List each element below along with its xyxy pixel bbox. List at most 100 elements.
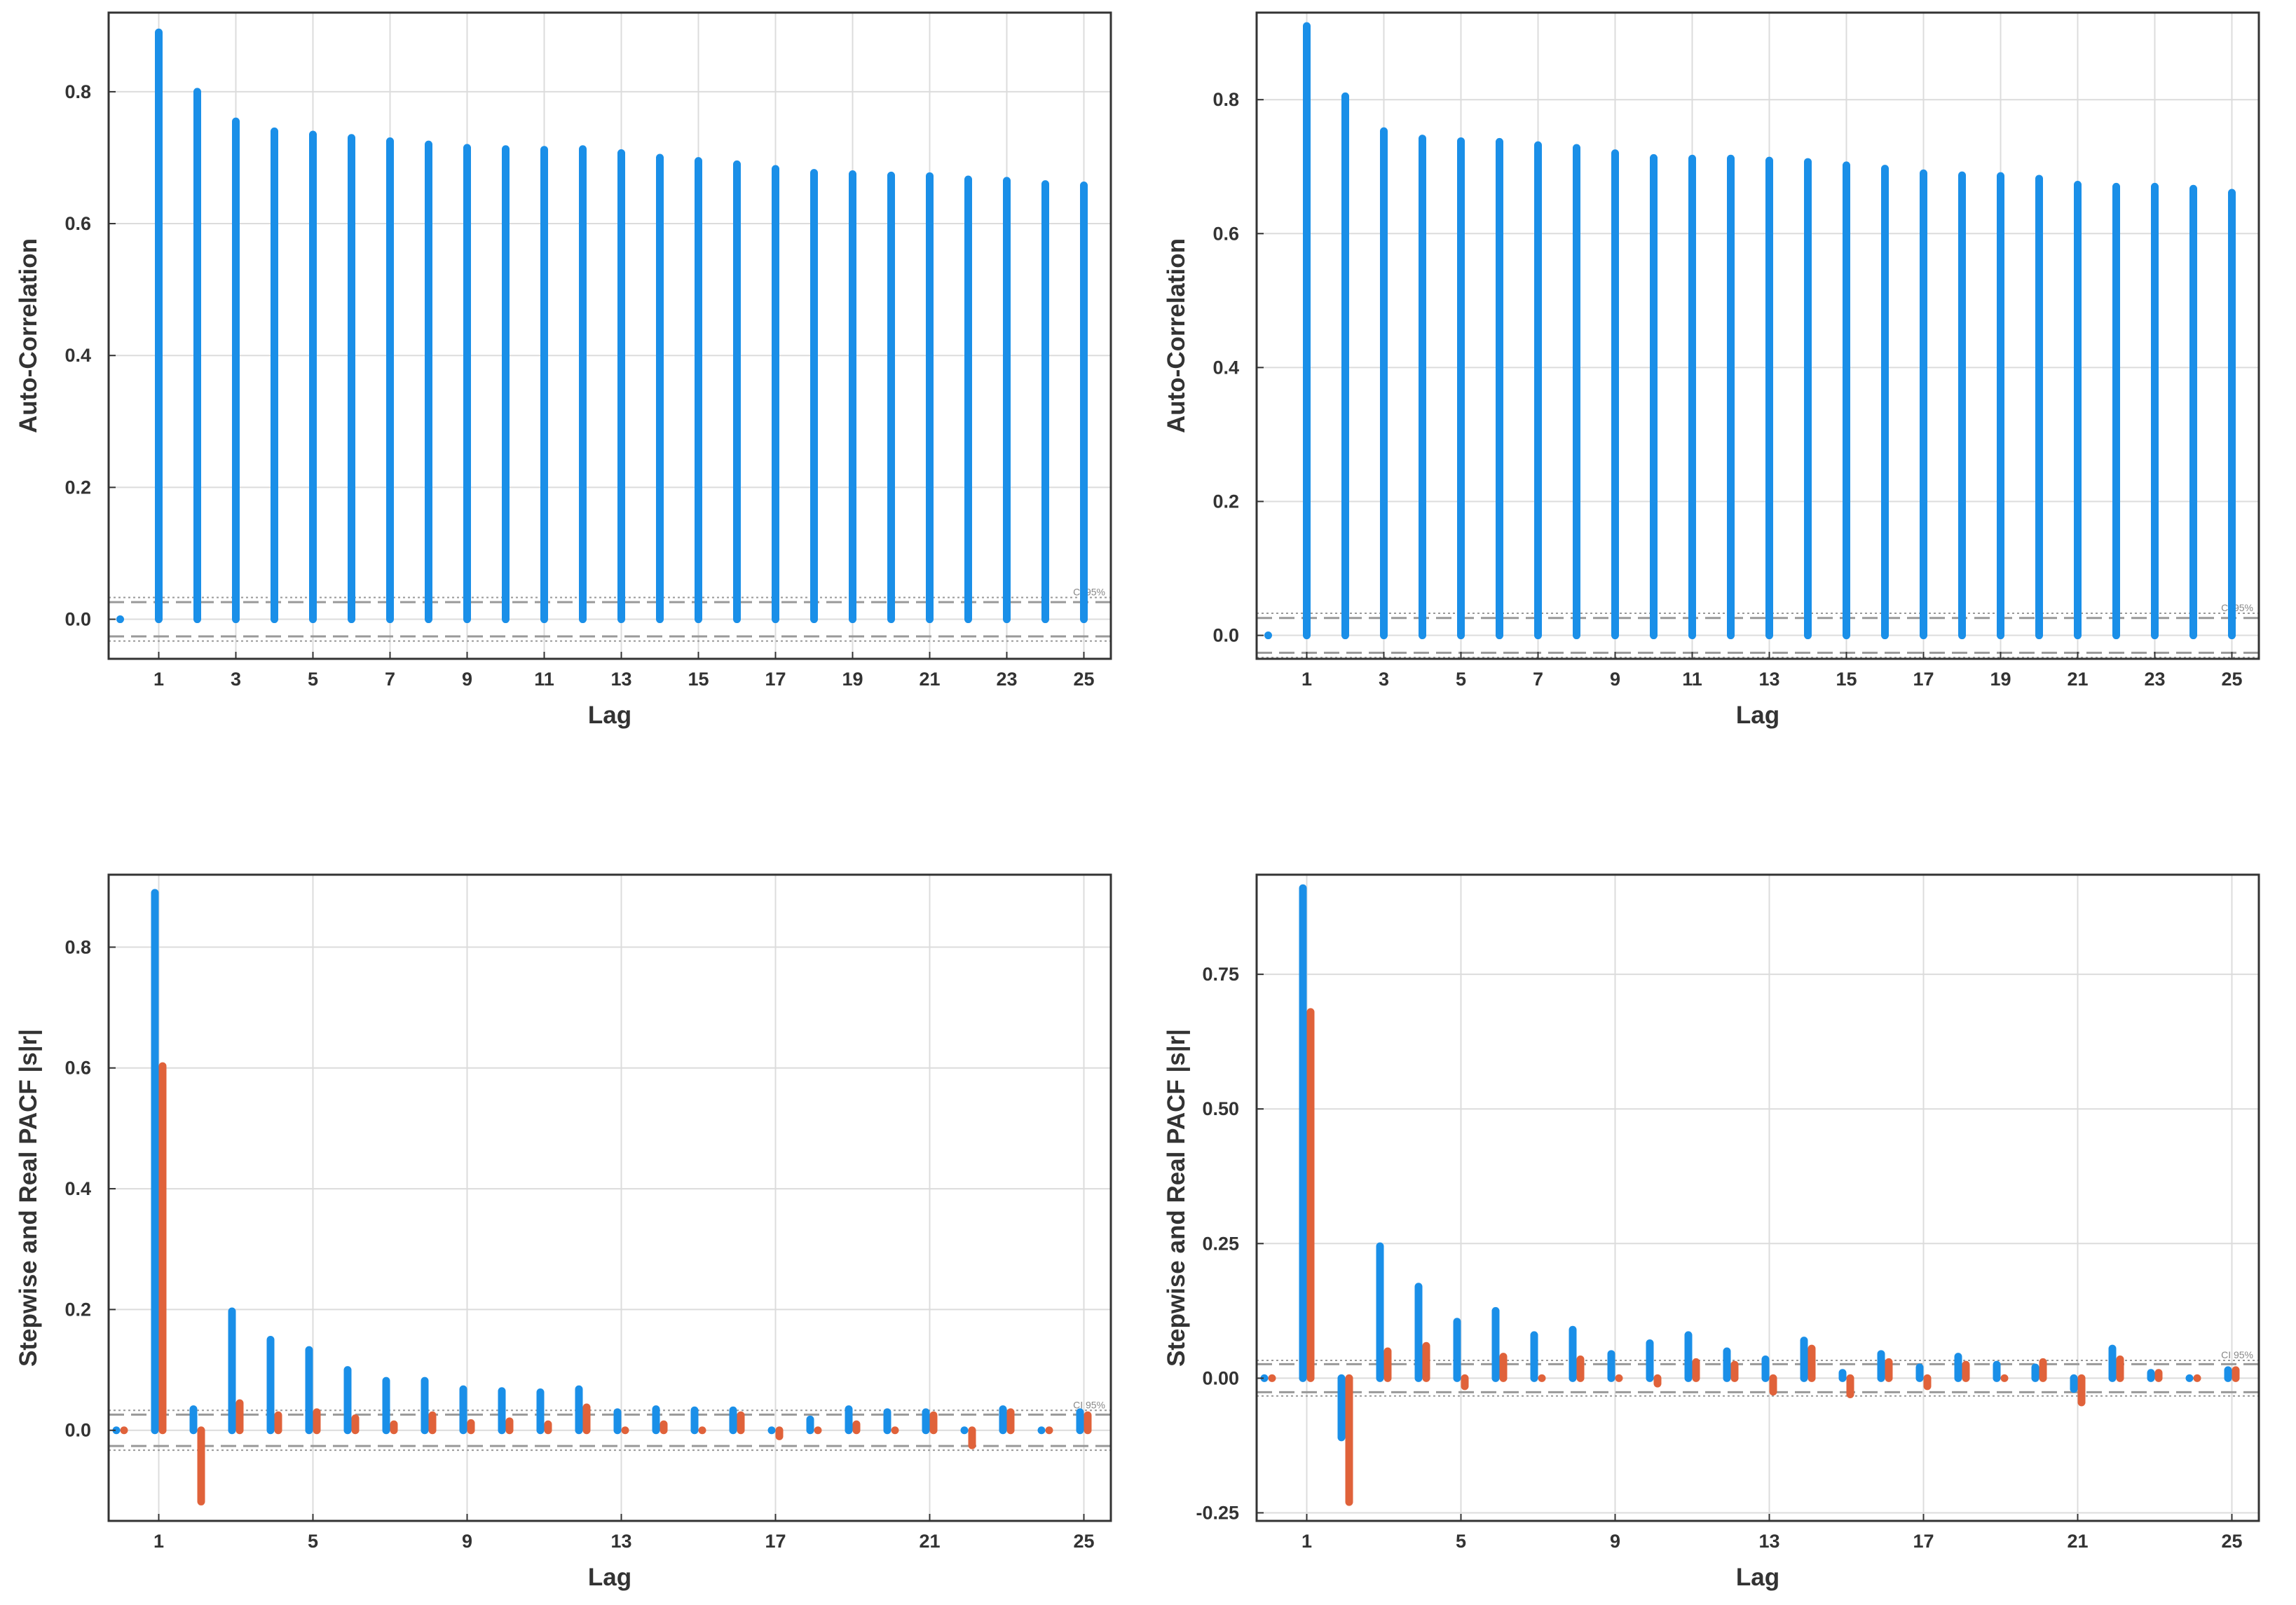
data-point bbox=[814, 1426, 822, 1435]
x-tick-label: 21 bbox=[2067, 669, 2088, 690]
data-point bbox=[1264, 631, 1272, 640]
chart-svg: CI 95%1 3 5 7 9 11 13 15 17 19 21 23 250.00.20.40.60… bbox=[15, 11, 1112, 729]
x-axis: 1 3 5 7 9 11 13 15 17 19 21 23 25 bbox=[1301, 652, 2243, 690]
chart-svg: CI 95%1 3 5 7 9 11 13 15 17 19 21 23 250.00.20.40.60… bbox=[1163, 11, 2260, 729]
x-tick-label: 5 bbox=[1456, 669, 1466, 690]
series-stepwise-pacf bbox=[1260, 884, 2232, 1442]
chart-panel-bottom-right: CI 95% 1 5 9 13 17 21 25 -0.25 0.00 0.25 0.50 0.75 La… bbox=[1148, 862, 2296, 1605]
y-tick-label: 0.4 bbox=[1212, 357, 1239, 378]
data-point bbox=[2193, 1374, 2201, 1382]
x-axis-title: Lag bbox=[588, 1564, 631, 1591]
y-axis: 0.0 0.2 0.4 0.6 0.8 bbox=[64, 936, 116, 1441]
x-tick-label: 17 bbox=[1913, 1531, 1934, 1552]
plot-frame bbox=[107, 11, 1112, 660]
chart-svg: CI 95% 1 5 9 13 17 21 25 -0.25 0.00 0.25 0.50 0.75 La… bbox=[1163, 873, 2260, 1591]
y-tick-label: 0.75 bbox=[1202, 964, 1239, 985]
data-point bbox=[112, 1426, 121, 1435]
x-tick-label: 25 bbox=[2221, 1531, 2242, 1552]
data-point bbox=[1045, 1426, 1053, 1435]
x-tick-label: 3 bbox=[231, 669, 241, 690]
y-tick-label: 0.50 bbox=[1202, 1098, 1239, 1119]
x-tick-label: 13 bbox=[610, 669, 631, 690]
x-tick-label: 13 bbox=[1758, 1531, 1779, 1552]
x-tick-label: 11 bbox=[534, 669, 554, 690]
series-acf bbox=[1264, 22, 2236, 640]
y-tick-label: 0.0 bbox=[64, 609, 91, 630]
x-tick-label: 21 bbox=[919, 1531, 940, 1552]
x-tick-label: 9 bbox=[1610, 1531, 1620, 1552]
y-tick-label: 0.6 bbox=[64, 213, 91, 234]
y-axis-title: Stepwise and Real PACF |s|r| bbox=[1163, 1029, 1190, 1367]
data-point bbox=[1037, 1426, 1046, 1435]
confidence-band: CI 95% bbox=[109, 587, 1111, 642]
x-tick-label: 3 bbox=[1379, 669, 1389, 690]
y-tick-label: -0.25 bbox=[1196, 1502, 1239, 1523]
data-point bbox=[1268, 1374, 1276, 1382]
y-tick-label: 0.25 bbox=[1202, 1233, 1239, 1254]
gridlines bbox=[109, 13, 1111, 659]
y-tick-label: 0.8 bbox=[64, 936, 91, 957]
x-tick-label: 21 bbox=[919, 669, 940, 690]
x-tick-label: 5 bbox=[308, 1531, 318, 1552]
band-label: CI 95% bbox=[1073, 587, 1105, 598]
y-tick-label: 0.4 bbox=[64, 1178, 91, 1199]
x-tick-label: 7 bbox=[1533, 669, 1543, 690]
y-tick-label: 0.00 bbox=[1202, 1367, 1239, 1388]
series-real-pacf bbox=[1268, 1008, 2240, 1506]
data-point bbox=[116, 615, 124, 624]
plot-frame bbox=[1255, 873, 2260, 1522]
y-tick-label: 0.4 bbox=[64, 345, 91, 366]
data-point bbox=[891, 1426, 899, 1435]
gridlines bbox=[1257, 13, 2259, 659]
x-tick-label: 9 bbox=[462, 669, 472, 690]
data-point bbox=[621, 1426, 629, 1435]
x-tick-label: 9 bbox=[1610, 669, 1620, 690]
x-tick-label: 1 bbox=[153, 669, 164, 690]
x-tick-label: 7 bbox=[385, 669, 395, 690]
y-axis-title: Auto-Correlation bbox=[15, 238, 42, 433]
y-axis-title: Stepwise and Real PACF |s|r| bbox=[15, 1029, 42, 1367]
x-tick-label: 25 bbox=[2221, 669, 2242, 690]
y-axis-title: Auto-Correlation bbox=[1163, 238, 1190, 433]
confidence-band: CI 95% bbox=[1257, 602, 2259, 659]
band-label: CI 95% bbox=[1073, 1399, 1105, 1410]
chart-panel-top-left: CI 95% 1 3 5 7 9 11 13 15 17 19 21 23 25 0.0 0.2 0.4 0.6 0… bbox=[0, 0, 1148, 743]
x-tick-label: 17 bbox=[765, 1531, 786, 1552]
data-point bbox=[1538, 1374, 1546, 1382]
y-tick-label: 0.2 bbox=[64, 1299, 91, 1320]
y-tick-label: 0.0 bbox=[1212, 625, 1239, 646]
x-tick-label: 23 bbox=[996, 669, 1017, 690]
x-tick-label: 9 bbox=[462, 1531, 472, 1552]
band-label: CI 95% bbox=[2221, 602, 2253, 613]
y-axis: 0.0 0.2 0.4 0.6 0.8 bbox=[64, 81, 116, 630]
x-axis: 1 3 5 7 9 11 13 15 17 19 21 23 25 bbox=[153, 652, 1095, 690]
y-tick-label: 0.6 bbox=[64, 1058, 91, 1079]
data-point bbox=[767, 1426, 776, 1435]
plot-frame bbox=[1255, 11, 2260, 660]
x-tick-label: 1 bbox=[1301, 669, 1312, 690]
x-tick-label: 13 bbox=[1758, 669, 1779, 690]
x-tick-label: 1 bbox=[1301, 1531, 1312, 1552]
x-tick-label: 19 bbox=[1990, 669, 2011, 690]
plot-frame bbox=[107, 873, 1112, 1522]
y-axis: -0.25 0.00 0.25 0.50 0.75 bbox=[1196, 964, 1264, 1523]
data-point bbox=[1615, 1374, 1623, 1382]
chart-svg: CI 95% 1 5 9 13 17 21 25 0.0 0.2 0.4 0.6 0.8 Lag Stepw… bbox=[15, 873, 1112, 1591]
confidence-band: CI 95% bbox=[109, 1399, 1111, 1452]
x-tick-label: 11 bbox=[1682, 669, 1702, 690]
x-tick-label: 17 bbox=[765, 669, 786, 690]
y-tick-label: 0.2 bbox=[1212, 491, 1239, 512]
chart-panel-bottom-left: CI 95% 1 5 9 13 17 21 25 0.0 0.2 0.4 0.6 0.8 Lag Stepw… bbox=[0, 862, 1148, 1605]
y-tick-label: 0.8 bbox=[1212, 89, 1239, 110]
series-acf bbox=[116, 28, 1088, 624]
x-tick-label: 1 bbox=[153, 1531, 164, 1552]
chart-panel-top-right: CI 95% 1 3 5 7 9 11 13 15 17 19 21 23 25 0.0 0.2 0.4 0.6 0… bbox=[1148, 0, 2296, 743]
series-real-pacf bbox=[120, 1062, 1092, 1505]
data-point bbox=[120, 1426, 128, 1435]
data-point bbox=[698, 1426, 706, 1435]
x-axis-title: Lag bbox=[1736, 702, 1779, 729]
x-tick-label: 21 bbox=[2067, 1531, 2088, 1552]
x-tick-label: 17 bbox=[1913, 669, 1934, 690]
y-axis: 0.0 0.2 0.4 0.6 0.8 bbox=[1212, 89, 1264, 646]
x-tick-label: 5 bbox=[1456, 1531, 1466, 1552]
